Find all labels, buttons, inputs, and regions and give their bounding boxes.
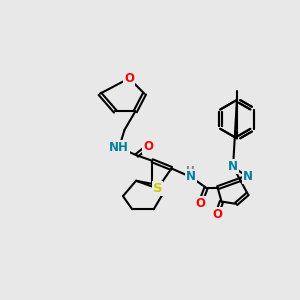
- Text: O: O: [143, 140, 153, 153]
- Text: O: O: [195, 197, 205, 210]
- Text: S: S: [153, 182, 162, 195]
- Text: O: O: [212, 208, 222, 221]
- Text: N: N: [243, 170, 253, 183]
- Text: N: N: [186, 170, 196, 183]
- Text: O: O: [124, 72, 134, 85]
- Text: NH: NH: [109, 141, 129, 154]
- Text: N: N: [228, 160, 238, 173]
- Text: H: H: [186, 166, 195, 176]
